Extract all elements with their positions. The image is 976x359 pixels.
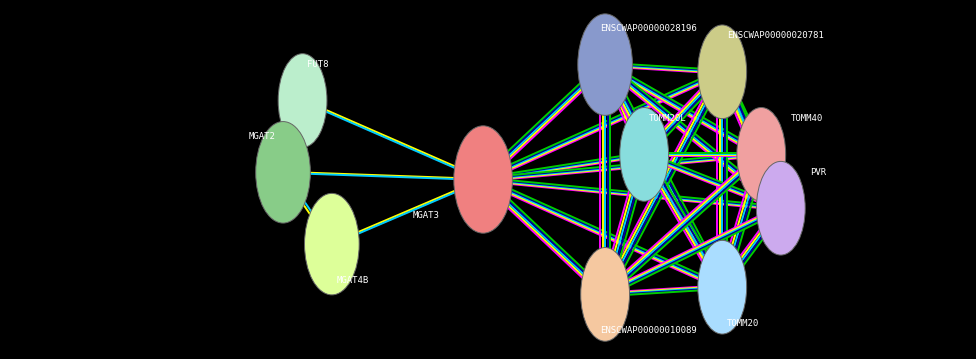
Ellipse shape: [305, 194, 359, 295]
Text: TOMM20: TOMM20: [727, 318, 759, 328]
Ellipse shape: [698, 241, 747, 334]
Ellipse shape: [256, 122, 310, 223]
Text: FUT8: FUT8: [307, 60, 329, 69]
Text: ENSCWAP00000028196: ENSCWAP00000028196: [600, 24, 697, 33]
Text: MGAT4B: MGAT4B: [337, 275, 369, 285]
Ellipse shape: [278, 54, 327, 147]
Text: MGAT2: MGAT2: [249, 132, 276, 141]
Ellipse shape: [578, 14, 632, 115]
Ellipse shape: [698, 25, 747, 118]
Text: TOMM20L: TOMM20L: [649, 114, 687, 123]
Ellipse shape: [581, 248, 630, 341]
Ellipse shape: [454, 126, 512, 233]
Text: TOMM40: TOMM40: [791, 114, 823, 123]
Ellipse shape: [756, 162, 805, 255]
Ellipse shape: [737, 108, 786, 201]
Text: MGAT3: MGAT3: [412, 211, 439, 220]
Ellipse shape: [620, 108, 669, 201]
Text: ENSCWAP00000010089: ENSCWAP00000010089: [600, 326, 697, 335]
Text: PVR: PVR: [810, 168, 827, 177]
Text: ENSCWAP00000020781: ENSCWAP00000020781: [727, 31, 824, 41]
